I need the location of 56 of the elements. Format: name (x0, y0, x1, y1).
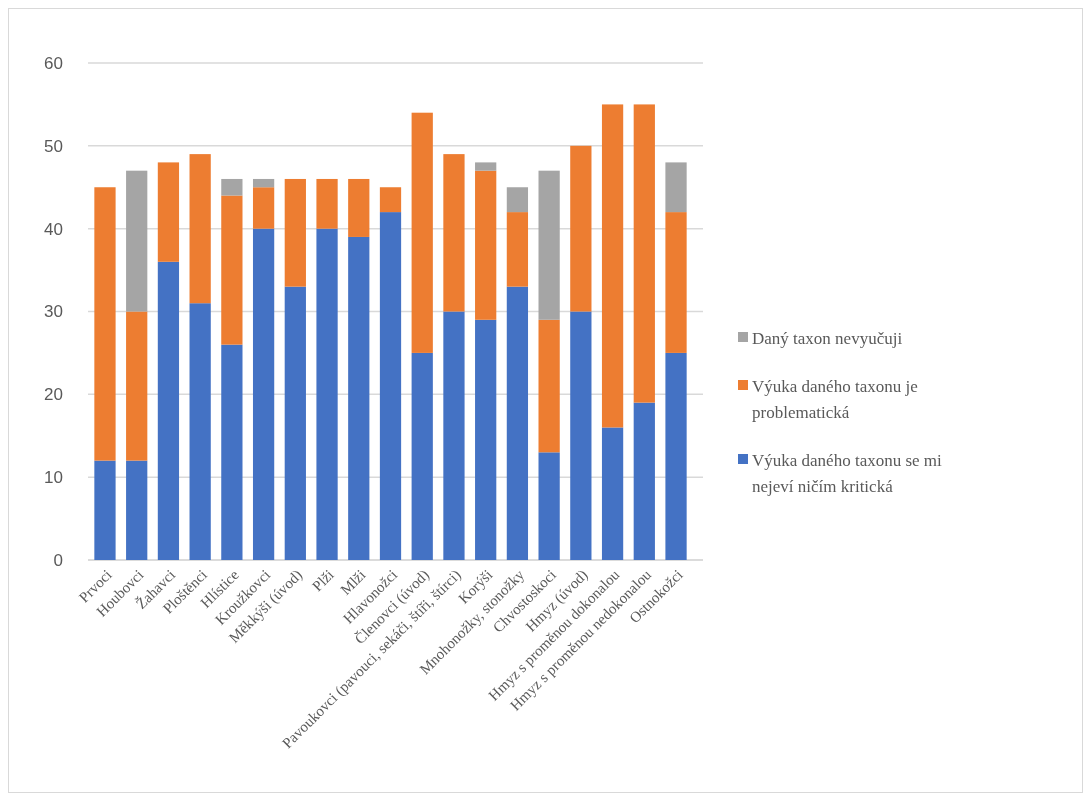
bar (506, 286, 529, 560)
y-tick-label: 10 (44, 468, 63, 488)
bar (189, 154, 211, 304)
bar (506, 212, 529, 287)
bar (379, 212, 402, 560)
bar (379, 187, 402, 213)
y-tick-label: 60 (44, 53, 63, 73)
bar (284, 286, 306, 560)
bar (601, 104, 624, 428)
bar (665, 162, 687, 213)
y-tick-label: 30 (44, 302, 63, 322)
bar (538, 170, 560, 320)
bar (157, 162, 180, 262)
bar (443, 311, 465, 560)
bar (506, 187, 529, 213)
bar (316, 178, 338, 229)
legend-label: Výuka daného taxonu se mi nejeví ničím kritická (752, 450, 943, 496)
bar (538, 452, 560, 560)
bar (348, 236, 370, 560)
bar (570, 145, 592, 312)
bar (348, 178, 370, 237)
bar (475, 162, 497, 171)
bar (633, 104, 655, 403)
bar (284, 178, 306, 287)
y-tick-label: 20 (44, 385, 63, 405)
bar (665, 212, 687, 353)
bar (475, 170, 497, 320)
bar (538, 319, 560, 453)
legend-label: Daný taxon nevyučuji (752, 328, 903, 348)
bar (252, 178, 275, 188)
bar (221, 344, 243, 560)
bar (411, 112, 433, 353)
bar (157, 261, 180, 560)
x-tick-label: Plži (309, 566, 337, 595)
bar (126, 460, 148, 560)
bar (126, 170, 148, 312)
bar (126, 311, 148, 461)
bar (316, 228, 338, 560)
bar (475, 319, 497, 560)
y-tick-label: 50 (44, 136, 63, 156)
bar (252, 228, 275, 560)
bar (94, 460, 116, 560)
bar (570, 311, 592, 560)
bar (189, 303, 211, 560)
y-tick-label: 0 (53, 550, 63, 570)
bar (601, 427, 624, 560)
bar (94, 187, 116, 461)
bar (411, 352, 433, 560)
y-tick-label: 40 (44, 219, 63, 239)
bar (252, 187, 275, 229)
bar (443, 154, 465, 312)
bar (633, 402, 655, 560)
bar (665, 352, 687, 560)
legend-label: Výuka daného taxonu je problematická (752, 376, 918, 422)
bar (221, 195, 243, 345)
bar (221, 178, 243, 196)
